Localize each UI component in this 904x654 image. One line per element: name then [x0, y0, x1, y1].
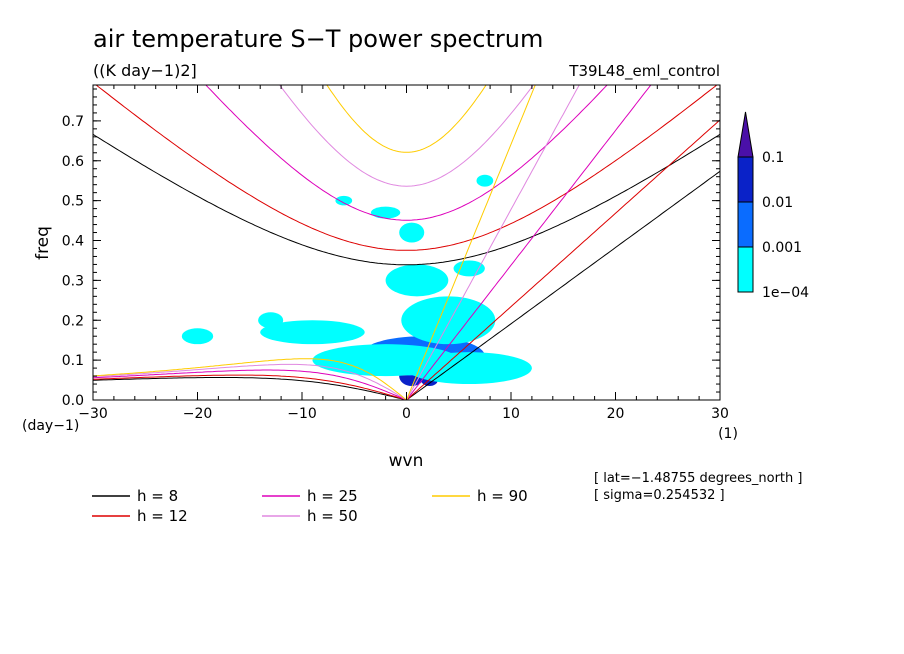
colorbar-label-1: 0.001: [762, 240, 802, 256]
colorbar-label-2: 0.01: [762, 195, 793, 211]
legend-label-h25: h = 25: [307, 487, 358, 505]
spectral-patch-6: [406, 352, 532, 385]
colorbar-top-arrow: [737, 111, 754, 158]
spectral-patch-12: [181, 328, 214, 345]
y-tick-label-5: 0.5: [62, 194, 84, 210]
spectral-patch-8: [260, 320, 365, 345]
ig1-curve-h25: [205, 85, 608, 221]
spectral-patches: [181, 174, 532, 387]
x-tick-label-2: −10: [287, 406, 317, 422]
annotation-lat: [ lat=−1.48755 degrees_north ]: [594, 471, 802, 486]
y-tick-label-1: 0.1: [62, 353, 84, 369]
legend-label-h90: h = 90: [477, 487, 528, 505]
spectral-patch-9: [399, 222, 425, 243]
colorbar-bin-2: [737, 246, 754, 293]
legend-label-h50: h = 50: [307, 507, 358, 525]
dispersion-curves: [93, 85, 720, 400]
ig1-curve-h8: [93, 133, 720, 266]
kelvin-curve-h25: [406, 85, 652, 400]
x-tick-label-6: 30: [711, 406, 729, 422]
x-unit-label: (1): [718, 426, 738, 442]
spectral-patch-13: [258, 312, 284, 329]
spectral-patch-7: [385, 264, 449, 297]
x-tick-label-3: 0: [402, 406, 411, 422]
x-axis-label: wvn: [389, 451, 424, 471]
colorbar-bin-1: [737, 201, 754, 248]
y-tick-label-6: 0.6: [62, 154, 84, 170]
spectral-patch-15: [335, 195, 353, 206]
rossby-curve-h25: [93, 369, 407, 400]
spectral-patch-10: [370, 206, 401, 219]
spectral-patch-4: [401, 296, 496, 345]
colorbar-bin-0: [737, 156, 754, 203]
colorbar-label-3: 0.1: [762, 150, 784, 166]
x-tick-label-0: −30: [78, 406, 108, 422]
y-tick-label-2: 0.2: [62, 313, 84, 329]
y-tick-label-4: 0.4: [62, 234, 84, 250]
rossby-curve-h12: [93, 374, 407, 400]
run-label: T39L48_eml_control: [568, 62, 720, 81]
annotation-sigma: [ sigma=0.254532 ]: [594, 488, 725, 503]
rossby-curve-h50: [93, 363, 407, 400]
legend-label-h12: h = 12: [137, 507, 188, 525]
y-unit-label: (day−1): [22, 418, 79, 434]
units-label: ((K day−1)2]: [93, 61, 197, 80]
kelvin-curve-h8: [406, 170, 720, 400]
rossby-curve-h90: [93, 358, 407, 400]
y-tick-label-7: 0.7: [62, 114, 84, 130]
x-tick-label-1: −20: [183, 406, 213, 422]
rossby-curve-h8: [93, 377, 407, 400]
ig1-curve-h12: [95, 85, 718, 251]
kelvin-curve-h12: [406, 119, 720, 400]
ig1-curve-h90: [326, 85, 487, 153]
kelvin-curve-h50: [406, 85, 580, 400]
x-tick-label-4: 10: [502, 406, 520, 422]
legend-label-h8: h = 8: [137, 487, 178, 505]
ig1-curve-h50: [279, 85, 534, 187]
x-tick-label-5: 20: [607, 406, 625, 422]
legend: h = 8 h = 12 h = 25 h = 50 h = 90: [92, 487, 528, 525]
chart-title: air temperature S−T power spectrum: [93, 25, 543, 53]
colorbar-label-0: 1e−04: [762, 285, 809, 301]
kelvin-curve-h90: [406, 85, 536, 400]
y-axis-label: freq: [33, 226, 53, 260]
y-axis: 0.0 0.1 0.2 0.3 0.4 0.5 0.6 0.7: [62, 88, 720, 409]
y-tick-label-3: 0.3: [62, 273, 84, 289]
x-axis: −30 −20 −10 0 10 20 30: [78, 85, 729, 422]
y-tick-label-0: 0.0: [62, 393, 84, 409]
spectral-patch-11: [453, 260, 485, 277]
colorbar: 1e−04 0.001 0.01 0.1: [737, 111, 809, 301]
spectral-patch-14: [476, 174, 494, 187]
